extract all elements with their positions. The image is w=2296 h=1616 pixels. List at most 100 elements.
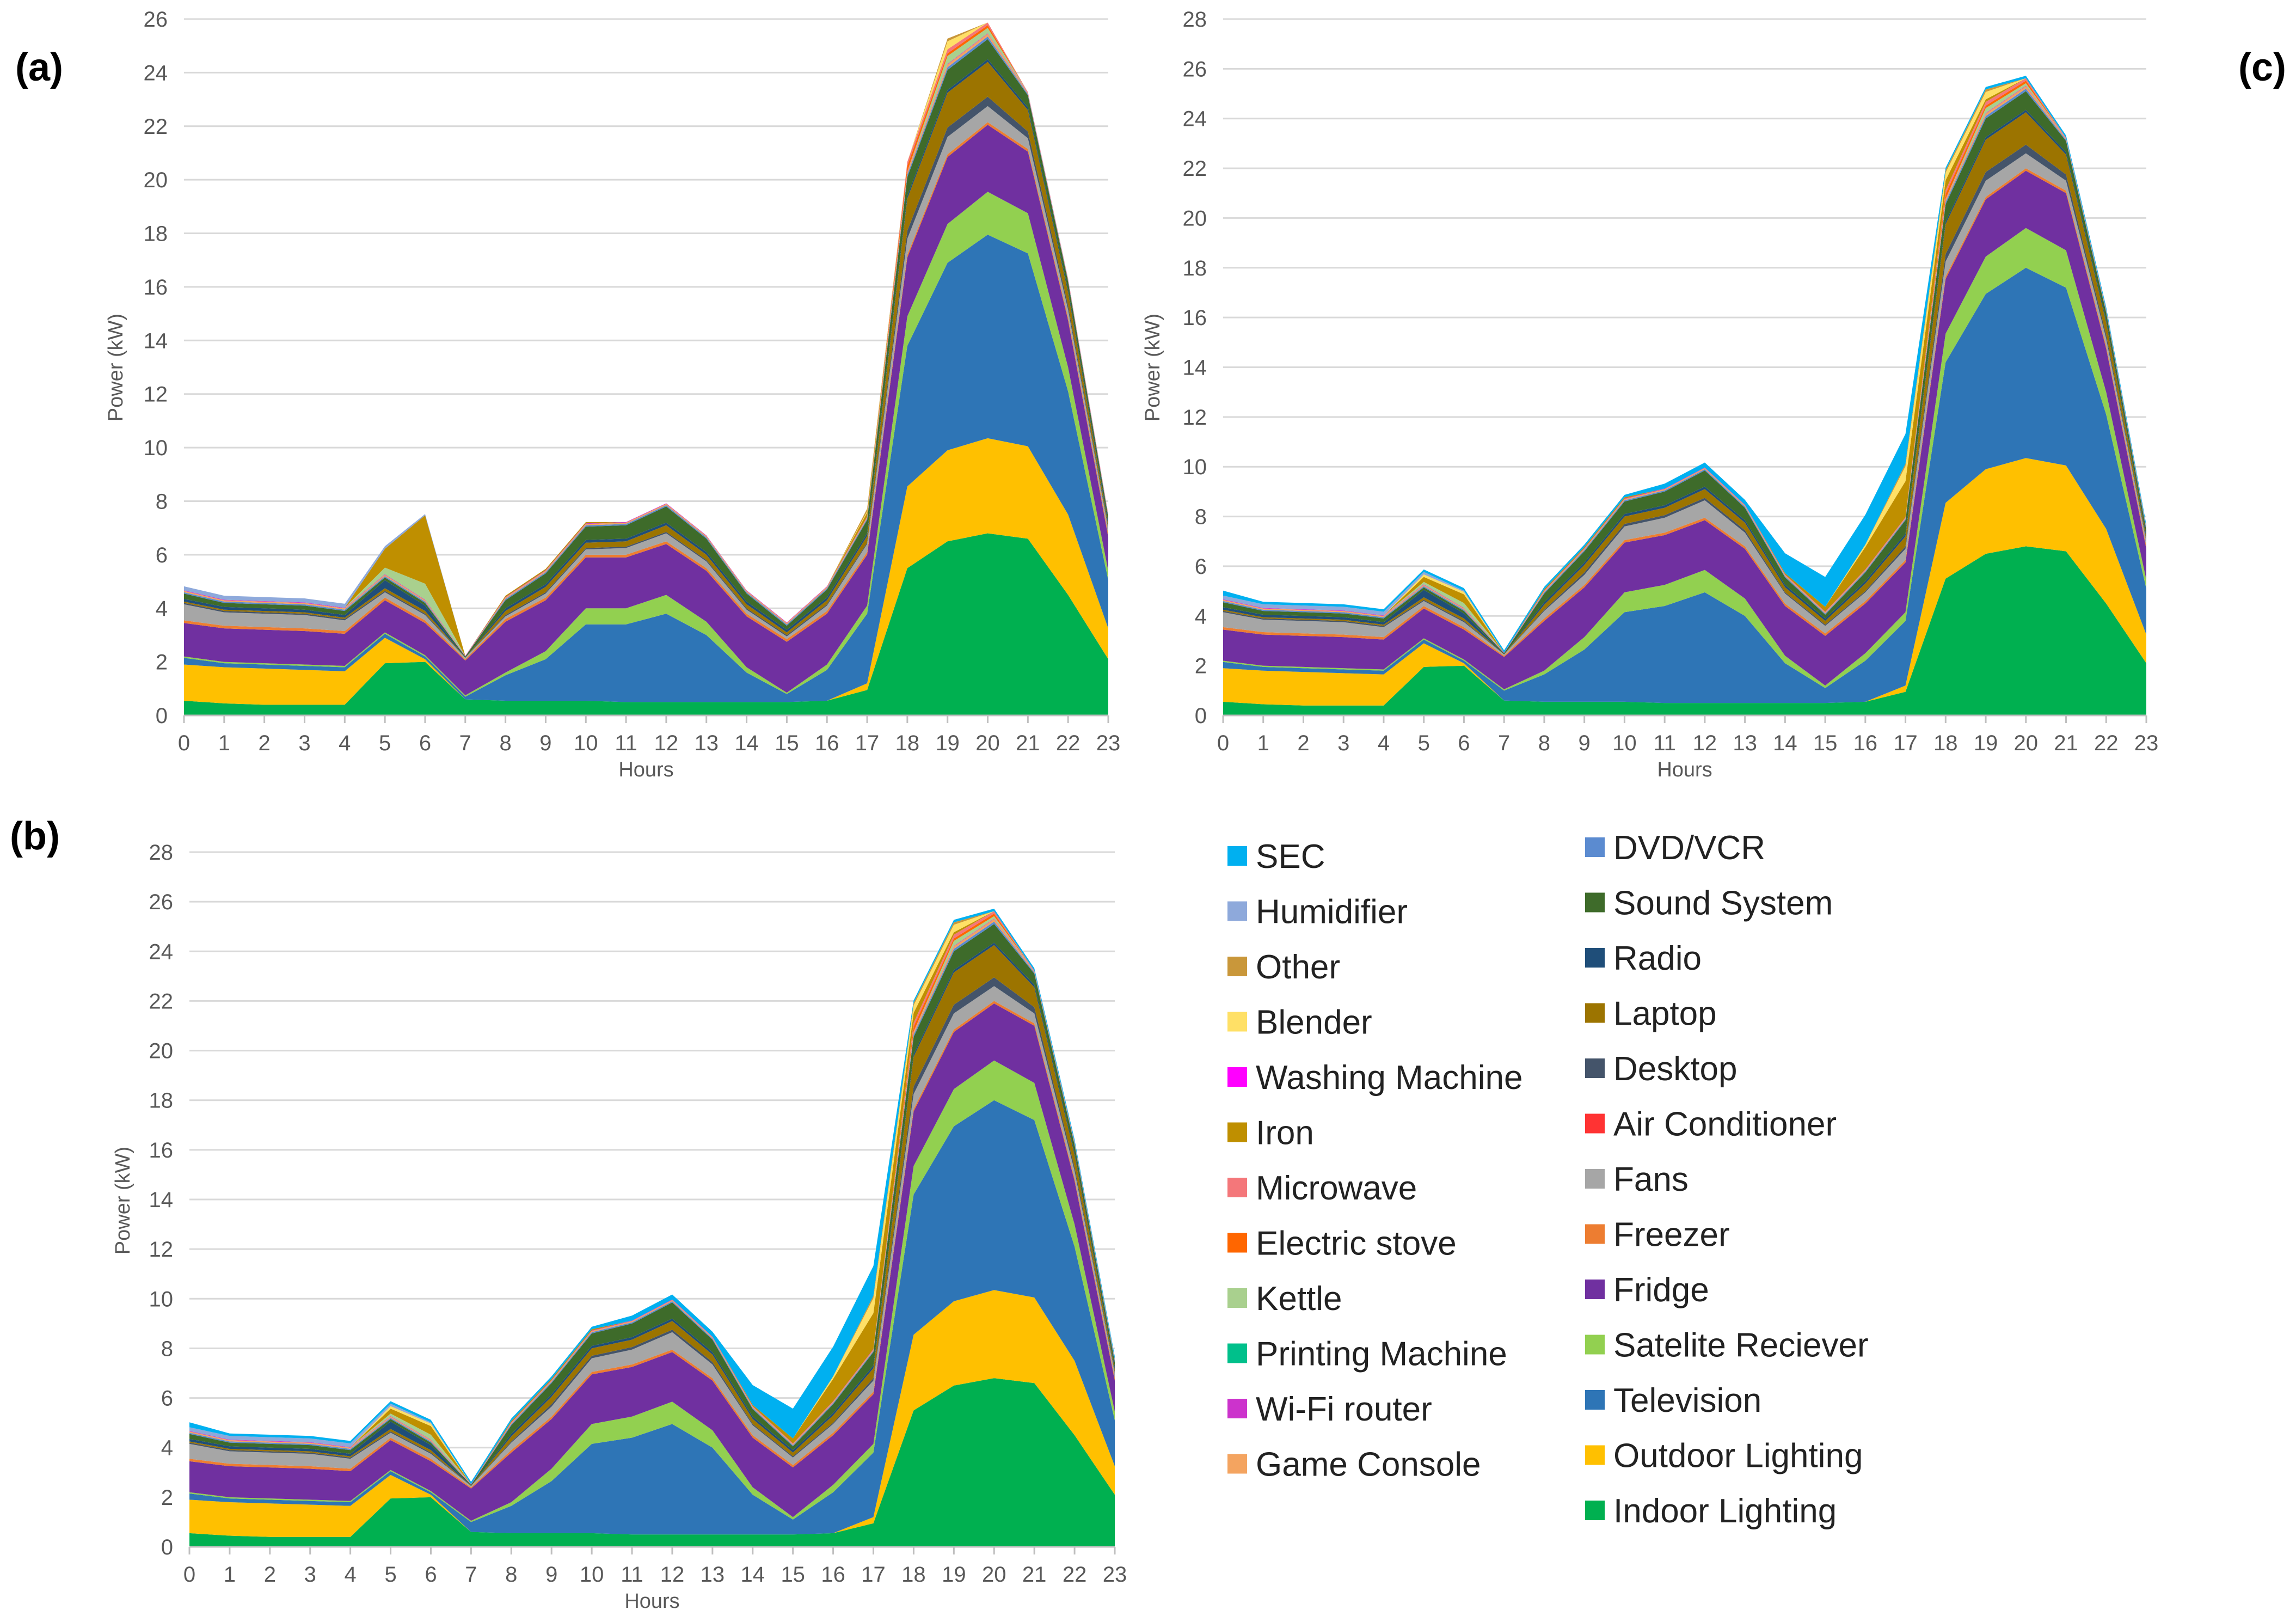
x-tick-label: 4 xyxy=(1378,731,1390,755)
legend-swatch xyxy=(1585,1501,1605,1520)
x-tick-label: 8 xyxy=(1538,731,1550,755)
x-tick-label: 16 xyxy=(1853,731,1878,755)
legend-label: Radio xyxy=(1613,940,1702,977)
legend-swatch xyxy=(1585,1003,1605,1023)
legend-swatch xyxy=(1585,892,1605,913)
y-tick-label: 2 xyxy=(156,651,168,675)
y-tick-label: 24 xyxy=(149,940,174,964)
y-axis-title: Power (kW) xyxy=(105,314,127,421)
legend-item-television: Television xyxy=(1585,1382,1761,1419)
legend-label: Printing Machine xyxy=(1256,1336,1507,1373)
y-tick-label: 24 xyxy=(144,61,168,85)
legend-swatch xyxy=(1585,837,1605,857)
legend-label: Television xyxy=(1613,1382,1761,1419)
area-indoor-lighting xyxy=(189,1378,1115,1547)
y-tick-label: 12 xyxy=(149,1238,174,1262)
legend-item-kettle: Kettle xyxy=(1227,1280,1342,1318)
legend-label: Iron xyxy=(1256,1115,1314,1152)
y-tick-label: 28 xyxy=(1183,8,1207,32)
legend-swatch xyxy=(1585,1169,1605,1189)
x-tick-label: 13 xyxy=(1733,731,1757,755)
y-tick-label: 8 xyxy=(161,1337,173,1361)
y-tick-label: 12 xyxy=(1183,406,1207,430)
area-outdoor-lighting xyxy=(1223,458,2146,706)
x-tick-label: 10 xyxy=(1612,731,1637,755)
x-tick-label: 7 xyxy=(459,731,471,755)
legend-label: Desktop xyxy=(1613,1050,1737,1088)
y-tick-label: 6 xyxy=(161,1387,173,1411)
legend-swatch xyxy=(1585,1113,1605,1134)
area-satelite-reciever xyxy=(189,1060,1115,1522)
legend-swatch xyxy=(1227,1178,1247,1197)
x-tick-label: 2 xyxy=(264,1563,276,1587)
x-tick-label: 11 xyxy=(621,1563,643,1587)
y-axis-title: Power (kW) xyxy=(1141,314,1164,421)
legend-label: Kettle xyxy=(1256,1280,1342,1318)
area-outdoor-lighting xyxy=(184,438,1108,705)
chart-legend: SEC Humidifier Other Blender Washing Machine… xyxy=(1227,829,1869,1530)
legend-swatch xyxy=(1227,1012,1247,1032)
x-tick-label: 6 xyxy=(419,731,431,755)
legend-label: Air Conditioner xyxy=(1613,1106,1837,1143)
y-tick-label: 22 xyxy=(149,989,174,1013)
area-indoor-lighting xyxy=(184,533,1108,715)
x-tick-label: 5 xyxy=(384,1563,396,1587)
legend-item-electric-stove: Electric stove xyxy=(1227,1225,1457,1263)
x-tick-label: 1 xyxy=(1257,731,1269,755)
x-tick-label: 21 xyxy=(2054,731,2078,755)
legend-swatch xyxy=(1585,1445,1605,1465)
x-tick-label: 23 xyxy=(1103,1563,1127,1587)
x-tick-label: 3 xyxy=(298,731,310,755)
legend-item-other: Other xyxy=(1227,948,1340,986)
legend-item-blender: Blender xyxy=(1227,1004,1372,1042)
x-tick-label: 16 xyxy=(821,1563,845,1587)
y-tick-label: 8 xyxy=(156,489,168,513)
x-tick-label: 17 xyxy=(855,731,880,755)
legend-label: Wi-Fi router xyxy=(1256,1391,1432,1428)
x-tick-label: 23 xyxy=(2134,731,2159,755)
legend-swatch xyxy=(1227,1399,1247,1418)
x-tick-label: 9 xyxy=(1579,731,1591,755)
legend-swatch xyxy=(1585,1335,1605,1355)
legend-item-wi-fi-router: Wi-Fi router xyxy=(1227,1391,1432,1428)
x-tick-label: 9 xyxy=(539,731,551,755)
legend-swatch xyxy=(1227,1343,1247,1363)
legend-label: Fans xyxy=(1613,1161,1689,1198)
area-television xyxy=(184,234,1108,702)
x-tick-label: 20 xyxy=(975,731,1000,755)
legend-swatch xyxy=(1585,1224,1605,1244)
x-tick-label: 6 xyxy=(425,1563,437,1587)
legend-item-indoor-lighting: Indoor Lighting xyxy=(1585,1492,1837,1530)
y-tick-label: 0 xyxy=(1195,704,1207,728)
legend-label: SEC xyxy=(1256,838,1325,876)
y-tick-label: 4 xyxy=(156,597,168,621)
y-tick-label: 10 xyxy=(149,1287,174,1311)
x-tick-label: 1 xyxy=(224,1563,236,1587)
x-tick-label: 19 xyxy=(942,1563,966,1587)
legend-item-humidifier: Humidifier xyxy=(1227,893,1408,931)
x-tick-label: 19 xyxy=(935,731,960,755)
legend-item-desktop: Desktop xyxy=(1585,1050,1737,1088)
x-tick-label: 19 xyxy=(1974,731,1998,755)
y-tick-label: 28 xyxy=(149,841,174,865)
area-television xyxy=(189,1100,1115,1535)
x-tick-label: 4 xyxy=(339,731,351,755)
y-tick-label: 20 xyxy=(1183,206,1207,230)
x-tick-label: 12 xyxy=(654,731,679,755)
area-indoor-lighting xyxy=(1223,546,2146,715)
x-tick-label: 17 xyxy=(861,1563,886,1587)
legend-swatch xyxy=(1227,1454,1247,1474)
x-tick-label: 11 xyxy=(1653,731,1676,755)
x-tick-label: 0 xyxy=(1217,731,1229,755)
area-fridge xyxy=(189,1003,1115,1521)
x-tick-label: 14 xyxy=(1773,731,1797,755)
legend-label: Humidifier xyxy=(1256,893,1408,931)
y-tick-label: 16 xyxy=(144,276,168,299)
x-axis-title: Hours xyxy=(624,1590,679,1613)
legend-swatch xyxy=(1227,1233,1247,1253)
legend-item-satelite-reciever: Satelite Reciever xyxy=(1585,1327,1869,1364)
legend-swatch xyxy=(1227,1067,1247,1087)
x-tick-label: 2 xyxy=(259,731,271,755)
y-tick-label: 18 xyxy=(1183,256,1207,280)
